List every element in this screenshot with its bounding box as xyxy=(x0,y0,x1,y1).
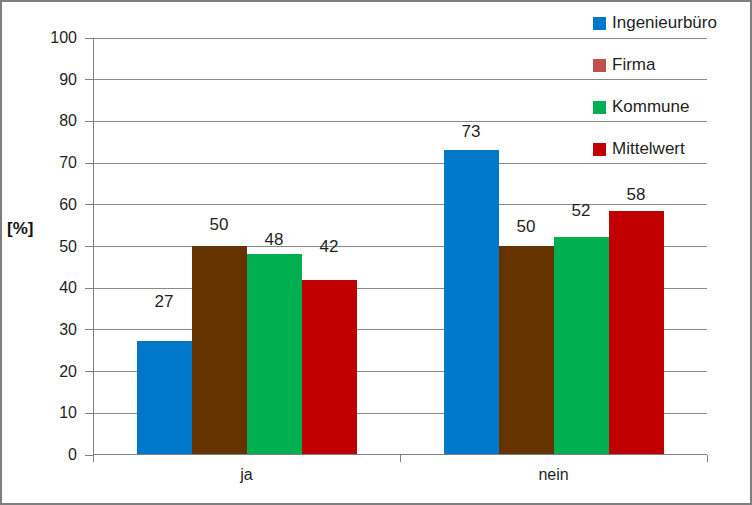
y-tick-label: 90 xyxy=(35,71,77,89)
bar-mittelwert-ja xyxy=(302,280,357,454)
y-axis-tick xyxy=(85,246,93,247)
data-label-kommune-nein: 52 xyxy=(551,202,611,219)
y-tick-label: 10 xyxy=(35,404,77,422)
y-axis-tick xyxy=(85,371,93,372)
bar-kommune-ja xyxy=(247,254,302,454)
data-label-mittelwert-nein: 58 xyxy=(606,186,666,203)
legend: Ingenieurbüro Firma Kommune Mittelwert xyxy=(593,14,717,158)
y-tick-label: 30 xyxy=(35,321,77,339)
y-axis-tick xyxy=(85,455,93,456)
data-label-firma-ja: 50 xyxy=(189,216,249,233)
y-axis-tick xyxy=(85,121,93,122)
legend-marker-ingenieurbüro xyxy=(593,17,606,30)
legend-item-firma: Firma xyxy=(593,56,717,74)
x-axis-tick xyxy=(93,455,94,462)
legend-item-ingenieurbüro: Ingenieurbüro xyxy=(593,14,717,32)
bar-chart: [%] 010203040506070809010027735050485242… xyxy=(0,0,752,505)
y-axis-tick xyxy=(85,79,93,80)
y-tick-label: 0 xyxy=(35,446,77,464)
legend-marker-kommune xyxy=(593,101,606,114)
y-tick-label: 70 xyxy=(35,154,77,172)
legend-label: Kommune xyxy=(612,97,689,117)
gridline xyxy=(93,204,707,205)
y-axis-line xyxy=(93,38,94,456)
x-category-label-ja: ja xyxy=(187,466,307,484)
legend-marker-firma xyxy=(593,59,606,72)
bar-kommune-nein xyxy=(554,237,609,454)
y-axis-tick xyxy=(85,204,93,205)
legend-label: Mittelwert xyxy=(612,139,685,159)
legend-item-kommune: Kommune xyxy=(593,98,717,116)
y-axis-title: [%] xyxy=(7,219,33,239)
legend-label: Ingenieurbüro xyxy=(612,13,717,33)
y-tick-label: 40 xyxy=(35,279,77,297)
bar-ingenieurbüro-nein xyxy=(444,150,499,454)
y-axis-tick xyxy=(85,288,93,289)
gridline xyxy=(93,163,707,164)
y-tick-label: 20 xyxy=(35,363,77,381)
bar-firma-nein xyxy=(499,246,554,455)
y-axis-tick xyxy=(85,38,93,39)
data-label-ingenieurbüro-nein: 73 xyxy=(441,123,501,140)
data-label-ingenieurbüro-ja: 27 xyxy=(134,293,194,310)
legend-label: Firma xyxy=(612,55,655,75)
x-category-label-nein: nein xyxy=(494,466,614,484)
data-label-firma-nein: 50 xyxy=(496,218,556,235)
x-axis-tick xyxy=(707,455,708,462)
y-axis-tick xyxy=(85,413,93,414)
y-tick-label: 80 xyxy=(35,112,77,130)
y-tick-label: 50 xyxy=(35,238,77,256)
bar-ingenieurbüro-ja xyxy=(137,341,192,454)
bar-mittelwert-nein xyxy=(609,211,664,454)
data-label-mittelwert-ja: 42 xyxy=(299,238,359,255)
legend-marker-mittelwert xyxy=(593,143,606,156)
y-tick-label: 60 xyxy=(35,196,77,214)
y-axis-tick xyxy=(85,163,93,164)
legend-item-mittelwert: Mittelwert xyxy=(593,140,717,158)
y-tick-label: 100 xyxy=(35,29,77,47)
y-axis-tick xyxy=(85,329,93,330)
data-label-kommune-ja: 48 xyxy=(244,231,304,248)
bar-firma-ja xyxy=(192,246,247,455)
x-axis-tick xyxy=(400,455,401,462)
